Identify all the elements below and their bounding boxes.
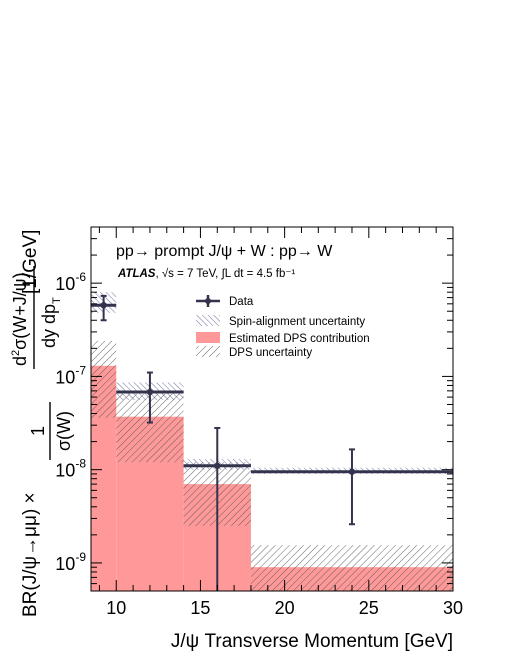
x-axis-label: J/ψ Transverse Momentum [GeV] (171, 631, 453, 652)
dps-unc-band-3 (250, 545, 453, 591)
subtitle-atlas: ATLAS (117, 268, 156, 280)
chart-title: pp→ prompt J/ψ + W : pp→ W (116, 243, 333, 260)
y-tick-label-1: 10-8 (55, 457, 86, 481)
x-tick-label-20: 20 (275, 598, 295, 618)
y-axis-label-unit: [1/GeV] (20, 230, 41, 294)
data-point-1 (146, 388, 154, 396)
svg-text:d2σ(W+J/ψ): d2σ(W+J/ψ) (10, 272, 30, 366)
dps-unc-band-0 (91, 340, 117, 418)
axis-ticks: 10 15 20 25 30 10-9 10-8 10-7 10-6 (55, 226, 463, 618)
data-point-2 (214, 462, 221, 470)
legend-label-data: Data (229, 296, 254, 308)
legend-label-spin: Spin-alignment uncertainty (229, 316, 365, 328)
x-tick-label-25: 25 (359, 598, 379, 618)
legend-swatch-dps (196, 332, 220, 343)
legend-label-dps: Estimated DPS contribution (229, 333, 370, 345)
data-point-3 (348, 468, 356, 475)
y-axis-label-derivative: d2σ(W+J/ψ) dy dpT (10, 266, 63, 369)
y-tick-label-0: 10-9 (55, 550, 86, 574)
x-tick-label-15: 15 (190, 598, 210, 618)
svg-text:σ(W): σ(W) (54, 411, 74, 451)
x-tick-label-10: 10 (106, 598, 126, 618)
legend-label-dps-unc: DPS uncertainty (229, 347, 312, 359)
legend-swatch-spin (196, 315, 220, 326)
y-tick-label-2: 10-7 (55, 363, 86, 387)
svg-text:[1/GeV]: [1/GeV] (20, 230, 41, 294)
y-axis-label-fraction: 1 σ(W) (28, 402, 74, 460)
data-layer (91, 294, 453, 591)
data-point-0 (100, 302, 107, 309)
svg-text:BR(J/ψ→μμ) ×: BR(J/ψ→μμ) × (20, 492, 41, 617)
chart-subtitle: ATLAS, √s = 7 TeV, ∫L dt = 4.5 fb⁻¹ (117, 267, 295, 280)
svg-text:dy dpT: dy dpT (39, 297, 63, 348)
svg-text:1: 1 (28, 426, 48, 436)
legend-marker-data (196, 295, 220, 307)
subtitle-rest: , √s = 7 TeV, ∫L dt = 4.5 fb⁻¹ (155, 267, 295, 280)
y-tick-label-3: 10-6 (55, 270, 86, 294)
plot-frame (90, 226, 454, 592)
legend-swatch-dps-unc (196, 346, 220, 357)
x-tick-label-30: 30 (443, 598, 463, 618)
y-axis-label: BR(J/ψ→μμ) × (20, 492, 41, 617)
legend: Data Spin-alignment uncertainty Estimate… (196, 295, 370, 359)
